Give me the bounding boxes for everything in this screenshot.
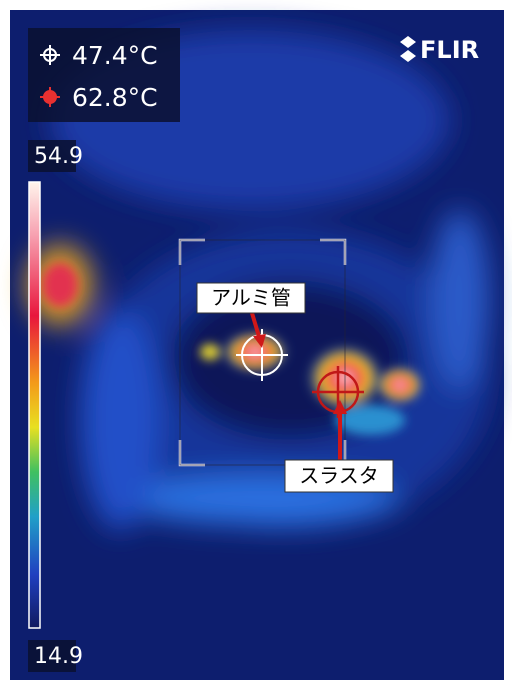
- max-temperature: 62.8°C: [72, 83, 158, 112]
- page: 47.4°C 62.8°C FLIR 54.9 14.9 アルミ管 スラスタ (…: [0, 0, 512, 688]
- scale-min: 14.9: [34, 644, 83, 669]
- brand-logo: FLIR: [420, 36, 479, 64]
- annotation-label: スラスタ: [299, 464, 379, 488]
- center-temperature: 47.4°C: [72, 41, 158, 70]
- annotation-label: アルミ管: [211, 286, 291, 310]
- thermal-screenshot: 47.4°C 62.8°C FLIR 54.9 14.9 アルミ管 スラスタ: [0, 0, 512, 688]
- color-scale-bar: [29, 182, 40, 628]
- scale-max: 54.9: [34, 144, 83, 169]
